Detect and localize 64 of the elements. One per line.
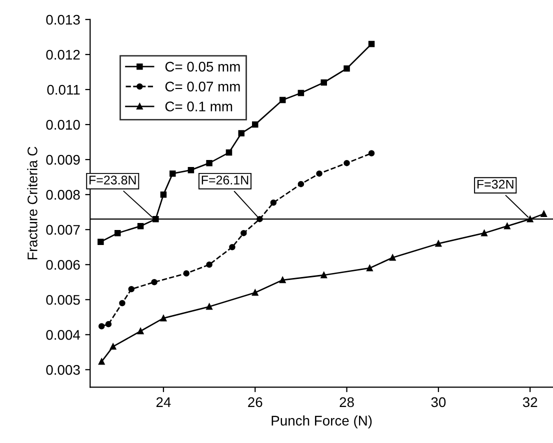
point [98, 358, 105, 365]
point [119, 300, 126, 306]
point [137, 222, 144, 230]
point [279, 276, 286, 284]
point [366, 264, 373, 272]
point [435, 240, 442, 247]
x-tick-label: 32 [522, 397, 538, 408]
x-tick-label: 28 [340, 397, 354, 408]
point [368, 40, 375, 48]
x-tick-label: 26 [248, 397, 262, 408]
point [238, 130, 244, 136]
point [160, 315, 167, 322]
legend-label: C= 0.07 mm [165, 82, 240, 92]
point [128, 286, 135, 292]
point [98, 238, 104, 245]
annotation: F=32N [477, 180, 514, 189]
point [137, 328, 144, 334]
point [206, 160, 212, 166]
x-tick-label: 30 [431, 397, 446, 408]
point [114, 230, 121, 236]
y-tick-label: 0.008 [46, 190, 80, 200]
point [98, 323, 105, 330]
point [206, 261, 212, 268]
point [298, 180, 304, 188]
y-tick-label: 0.013 [46, 14, 80, 25]
point [226, 149, 232, 156]
point [389, 254, 396, 261]
point [504, 222, 510, 230]
point [229, 244, 236, 250]
point [481, 230, 488, 236]
x-tick-label: 24 [156, 397, 171, 407]
point [368, 150, 375, 156]
x-axis-title: Punch Force (N) [272, 415, 372, 428]
point [279, 96, 286, 104]
point [320, 79, 327, 86]
point [344, 160, 350, 166]
y-tick-label: 0.004 [46, 330, 80, 340]
point [151, 279, 158, 286]
y-axis-title: Fracture Criteria C [27, 146, 38, 260]
y-tick-label: 0.009 [46, 154, 80, 165]
point [160, 191, 167, 198]
y-tick-label: 0.005 [46, 294, 80, 305]
y-tick-label: 0.011 [47, 84, 80, 95]
y-tick-label: 0.006 [46, 260, 80, 270]
point [105, 321, 112, 328]
y-tick-label: 0.010 [46, 120, 80, 130]
point [270, 200, 277, 206]
y-tick-label: 0.007 [46, 224, 80, 235]
point [298, 90, 304, 96]
point [344, 65, 350, 72]
legend-label: C= 0.05 mm [165, 62, 240, 72]
point [252, 121, 258, 128]
point [252, 290, 258, 296]
point [316, 170, 322, 177]
point [188, 166, 194, 174]
annotation: F=26.1N [202, 176, 248, 184]
point [170, 170, 176, 177]
point [240, 230, 247, 236]
annotation: F=23.8N [90, 176, 136, 184]
y-tick-label: 0.003 [46, 365, 80, 375]
point [183, 270, 190, 276]
legend-label: C= 0.1 mm [165, 102, 232, 112]
y-tick-label: 0.012 [46, 50, 80, 60]
point [110, 343, 116, 350]
